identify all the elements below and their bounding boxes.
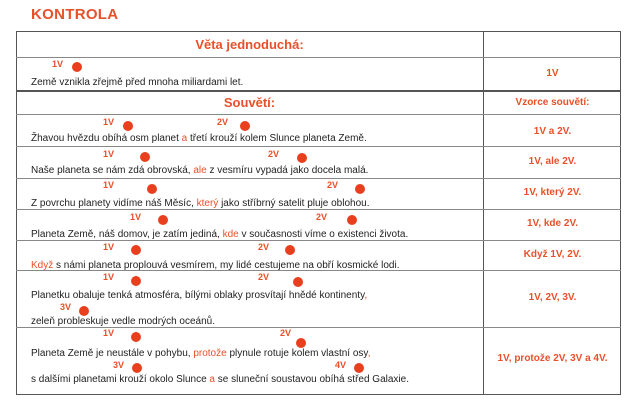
clause-marker-dot bbox=[132, 363, 142, 373]
clause-marker-dot bbox=[354, 363, 364, 373]
clause-marker-dot bbox=[131, 276, 141, 286]
clause-marker-dot bbox=[293, 277, 303, 287]
clause-label: 1V bbox=[103, 242, 115, 252]
clause-label: 1V bbox=[52, 59, 64, 69]
clause-label: 2V bbox=[217, 117, 229, 127]
clause-marker-dot bbox=[131, 245, 141, 255]
compound-sentence: Planetku obaluje tenká atmosféra, bílými… bbox=[31, 290, 368, 301]
sentence-formula: 1V, který 2V. bbox=[523, 187, 582, 198]
row-divider bbox=[16, 270, 621, 271]
clause-label: 3V bbox=[60, 302, 72, 312]
row-divider bbox=[16, 57, 621, 58]
compound-sentence-title: Souvětí: bbox=[223, 95, 276, 110]
column-divider bbox=[483, 31, 484, 395]
row-divider bbox=[16, 209, 621, 210]
clause-label: 2V bbox=[268, 149, 280, 159]
clause-marker-dot bbox=[158, 215, 168, 225]
conjunction: a bbox=[181, 133, 188, 144]
sentence-formula: Když 1V, 2V. bbox=[523, 249, 582, 260]
sentence-formula: 1V, ale 2V. bbox=[528, 156, 577, 167]
clause-label: 2V bbox=[258, 242, 270, 252]
compound-sentence-line2: s dalšími planetami krouží okolo Slunce … bbox=[31, 374, 409, 385]
row-divider bbox=[16, 178, 621, 179]
conjunction: který bbox=[196, 198, 219, 209]
clause-marker-dot bbox=[355, 184, 365, 194]
row-divider bbox=[16, 114, 621, 115]
simple-sentence: Země vznikla zřejmě před mnoha miliardam… bbox=[31, 77, 244, 88]
compound-sentence: Když s námi planeta proplouvá vesmírem, … bbox=[31, 260, 400, 271]
conjunction: a bbox=[209, 374, 215, 385]
clause-label: 1V bbox=[103, 117, 115, 127]
clause-marker-dot bbox=[147, 184, 157, 194]
conjunction: protože bbox=[193, 348, 227, 359]
clause-marker-dot bbox=[285, 245, 295, 255]
row-divider bbox=[16, 327, 621, 328]
clause-label: 1V bbox=[103, 149, 115, 159]
clause-label: 2V bbox=[316, 212, 328, 222]
compound-sentence: Planeta Země je neustále v pohybu, proto… bbox=[31, 348, 371, 359]
page-title: KONTROLA bbox=[31, 6, 119, 23]
clause-label: 4V bbox=[335, 360, 347, 370]
section-divider bbox=[16, 90, 621, 92]
conjunction: Když bbox=[31, 260, 54, 271]
conjunction: ale bbox=[193, 165, 207, 176]
clause-marker-dot bbox=[131, 332, 141, 342]
compound-sentence: Planeta Země, náš domov, je zatím jediná… bbox=[31, 229, 409, 240]
clause-label: 2V bbox=[327, 180, 339, 190]
row-divider bbox=[16, 240, 621, 241]
exercise-table bbox=[16, 31, 621, 395]
sentence-formula: 1V, 2V, 3V. bbox=[528, 292, 577, 303]
clause-marker-dot bbox=[240, 121, 250, 131]
sentence-formula: 1V a 2V. bbox=[533, 126, 572, 137]
clause-label: 1V bbox=[103, 272, 115, 282]
simple-formula: 1V bbox=[546, 68, 559, 79]
compound-sentence: Z povrchu planety vidíme náš Měsíc, kter… bbox=[31, 198, 370, 209]
clause-label: 1V bbox=[103, 328, 115, 338]
clause-label: 1V bbox=[130, 212, 142, 222]
compound-sentence-line2: zeleň probleskuje vedle modrých oceánů. bbox=[31, 316, 215, 327]
clause-label: 1V bbox=[103, 180, 115, 190]
clause-marker-dot bbox=[123, 121, 133, 131]
sentence-formula: 1V, protože 2V, 3V a 4V. bbox=[497, 353, 608, 364]
clause-marker-dot bbox=[297, 153, 307, 163]
compound-sentence: Žhavou hvězdu obíhá osm planet a třetí k… bbox=[31, 133, 367, 144]
clause-label: 2V bbox=[280, 328, 292, 338]
clause-marker-dot bbox=[79, 306, 89, 316]
simple-sentence-title: Věta jednoduchá: bbox=[195, 37, 304, 52]
formulas-header: Vzorce souvětí: bbox=[515, 97, 590, 108]
conjunction: , bbox=[364, 290, 368, 301]
row-divider bbox=[16, 146, 621, 147]
clause-marker-dot bbox=[72, 62, 82, 72]
conjunction: kde bbox=[222, 229, 239, 240]
compound-sentence: Naše planeta se nám zdá obrovská, ale z … bbox=[31, 165, 369, 176]
clause-marker-dot bbox=[296, 338, 306, 348]
clause-label: 3V bbox=[113, 360, 125, 370]
clause-marker-dot bbox=[347, 215, 357, 225]
sentence-formula: 1V, kde 2V. bbox=[527, 218, 578, 229]
clause-marker-dot bbox=[140, 152, 150, 162]
clause-label: 2V bbox=[258, 272, 270, 282]
